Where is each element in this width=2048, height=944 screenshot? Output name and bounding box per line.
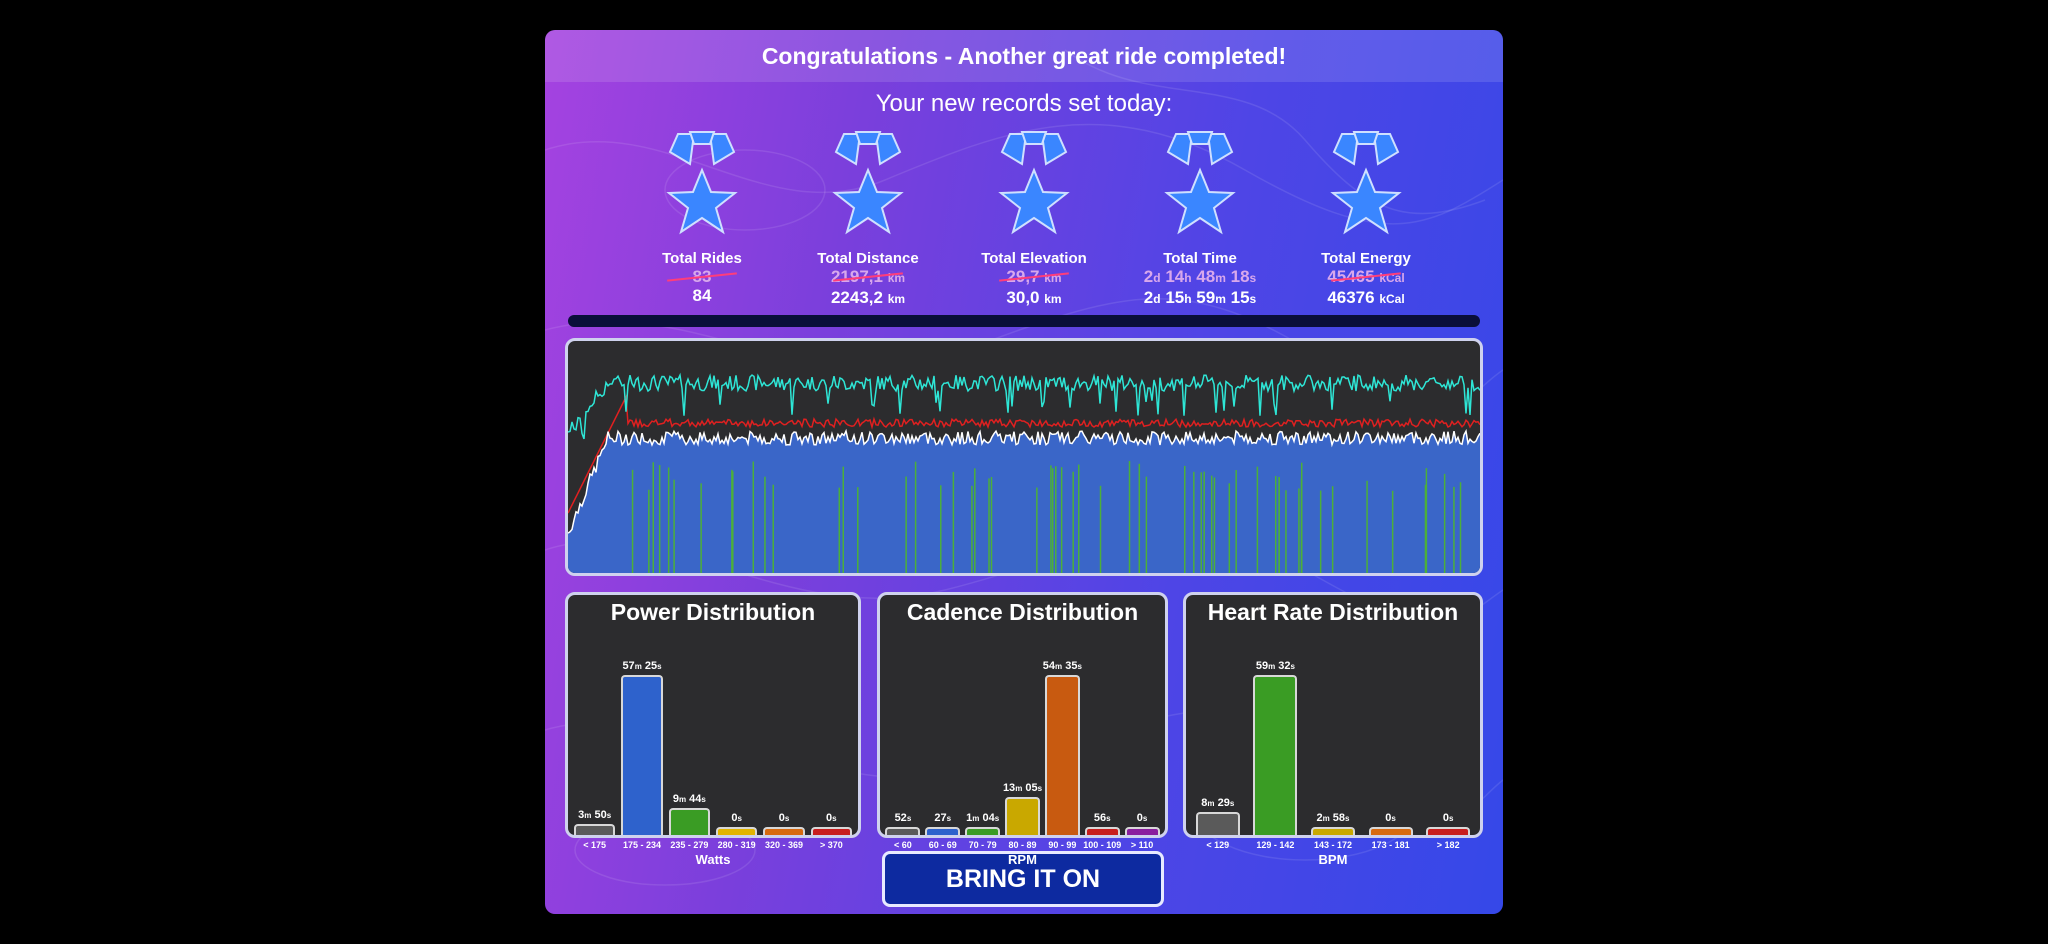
bar-value-label: 59m 32s bbox=[1255, 660, 1295, 672]
bar-value-label: 52s bbox=[894, 812, 912, 824]
bar-category-label: 235 - 279 bbox=[670, 840, 709, 850]
bar-value-label: 54m 35s bbox=[1042, 660, 1082, 672]
cadence-line bbox=[568, 372, 1480, 440]
medal-star-icon bbox=[1330, 131, 1402, 235]
ride-summary-panel: Congratulations - Another great ride com… bbox=[545, 30, 1503, 914]
bar-category-label: < 129 bbox=[1206, 840, 1230, 850]
record-label: Total Energy bbox=[1321, 250, 1411, 267]
ride-graph-plot bbox=[568, 372, 1480, 573]
record-old-value: 83 bbox=[622, 267, 782, 286]
bar-value-label: 27s bbox=[934, 812, 952, 824]
medal-star-icon bbox=[832, 131, 904, 235]
record-total-time: Total Time 2d 14h 48m 18s 2d 15h 59m 15s bbox=[1120, 130, 1280, 309]
medal-star-icon bbox=[1164, 131, 1236, 235]
bar-category-label: > 110 bbox=[1130, 840, 1154, 850]
bar-category-label: > 370 bbox=[819, 840, 843, 850]
bar-value-label: 0s bbox=[1385, 812, 1396, 824]
record-old-value: 2d 14h 48m 18s bbox=[1143, 267, 1257, 286]
bar-category-label: 100 - 109 bbox=[1083, 840, 1122, 850]
bar-value-label: 0s bbox=[826, 812, 837, 824]
record-old-value: 45465 kCal bbox=[1286, 267, 1446, 288]
distribution-bar bbox=[1426, 827, 1471, 835]
bar-value-label: 0s bbox=[1136, 812, 1148, 824]
record-new-value: 84 bbox=[692, 286, 712, 305]
record-new-value: 2d 15h 59m 15s bbox=[1143, 288, 1257, 307]
distribution-bar bbox=[573, 824, 616, 835]
distribution-bar bbox=[763, 827, 805, 835]
bar-value-label: 9m 44s bbox=[672, 792, 706, 805]
record-old-value: 2197,1 km bbox=[788, 267, 948, 288]
record-label: Total Distance bbox=[817, 250, 919, 267]
distribution-bar bbox=[1368, 827, 1413, 835]
bar-category-label: 173 - 181 bbox=[1371, 840, 1410, 850]
heart-rate-line bbox=[568, 394, 1480, 514]
records-title: Your new records set today: bbox=[875, 90, 1173, 117]
record-new-value: 30,0 km bbox=[1006, 288, 1062, 307]
distribution-bar bbox=[810, 827, 853, 835]
distribution-bar bbox=[1195, 812, 1240, 835]
cadence-distribution-panel: Cadence Distribution bbox=[877, 592, 1168, 838]
congratulations-banner: Congratulations - Another great ride com… bbox=[545, 30, 1503, 82]
bar-value-label: 0s bbox=[778, 812, 790, 824]
record-label: Total Elevation bbox=[981, 250, 1087, 267]
heart-rate-distribution-title: Heart Rate Distribution bbox=[1207, 599, 1459, 625]
record-total-energy: Total Energy 45465 kCal 46376 kCal bbox=[1286, 130, 1446, 309]
distribution-bar bbox=[1124, 827, 1160, 835]
record-old-value: 29,7 km bbox=[954, 267, 1114, 288]
distribution-bar bbox=[1004, 796, 1041, 835]
heart-rate-distribution-panel: Heart Rate Distribution bbox=[1183, 592, 1483, 838]
bar-category-label: 80 - 89 bbox=[1008, 840, 1037, 850]
record-total-distance: Total Distance 2197,1 km 2243,2 km bbox=[788, 130, 948, 309]
bar-category-label: < 60 bbox=[894, 840, 912, 850]
bar-value-label: 13m 05s bbox=[1002, 781, 1043, 794]
distribution-unit-label: Watts bbox=[695, 852, 731, 867]
record-new-value: 2243,2 km bbox=[830, 288, 906, 307]
bar-category-label: 129 - 142 bbox=[1256, 840, 1295, 850]
record-label: Total Time bbox=[1163, 250, 1237, 267]
bar-category-label: 280 - 319 bbox=[717, 840, 756, 850]
ride-graph bbox=[565, 338, 1483, 576]
distribution-bar bbox=[1044, 675, 1080, 835]
bar-category-label: > 182 bbox=[1436, 840, 1460, 850]
cadence-distribution-title: Cadence Distribution bbox=[906, 599, 1139, 625]
bar-value-label: 8m 29s bbox=[1201, 797, 1235, 810]
distribution-bar bbox=[1311, 827, 1355, 835]
bar-value-label: 3m 50s bbox=[578, 809, 612, 822]
progress-bar bbox=[568, 315, 1480, 327]
bar-category-label: 90 - 99 bbox=[1048, 840, 1077, 850]
bar-category-label: 320 - 369 bbox=[764, 840, 804, 850]
power-distribution-title: Power Distribution bbox=[610, 599, 816, 625]
medal-star-icon bbox=[666, 131, 738, 235]
record-total-rides: Total Rides 83 84 bbox=[622, 130, 782, 305]
record-label: Total Rides bbox=[662, 250, 742, 267]
bar-category-label: 70 - 79 bbox=[968, 840, 997, 850]
bring-it-on-button[interactable]: BRING IT ON bbox=[882, 851, 1164, 907]
power-line bbox=[568, 428, 1480, 534]
bar-value-label: 1m 04s bbox=[966, 812, 1000, 824]
distribution-bar bbox=[885, 827, 921, 835]
bar-value-label: 0s bbox=[1442, 812, 1454, 824]
distribution-bar bbox=[715, 827, 758, 835]
bar-value-label: 2m 58s bbox=[1316, 812, 1350, 824]
bar-category-label: 175 - 234 bbox=[622, 840, 662, 850]
bar-category-label: < 175 bbox=[583, 840, 607, 850]
distribution-bar bbox=[621, 675, 663, 835]
distribution-bar bbox=[1253, 675, 1298, 835]
medal-star-icon bbox=[998, 131, 1070, 235]
distribution-unit-label: BPM bbox=[1318, 852, 1348, 867]
distribution-bar bbox=[965, 827, 1001, 835]
record-new-value: 46376 kCal bbox=[1327, 288, 1405, 307]
record-total-elevation: Total Elevation 29,7 km 30,0 km bbox=[954, 130, 1114, 309]
bar-value-label: 56s bbox=[1093, 812, 1111, 824]
bar-category-label: 60 - 69 bbox=[928, 840, 957, 850]
power-distribution-panel: Power Distribution bbox=[565, 592, 861, 838]
distribution-bar bbox=[925, 827, 961, 835]
distribution-bar bbox=[668, 807, 711, 835]
bar-category-label: 143 - 172 bbox=[1313, 840, 1353, 850]
bar-value-label: 0s bbox=[731, 812, 742, 824]
power-area bbox=[568, 431, 1480, 573]
bar-value-label: 57m 25s bbox=[622, 660, 662, 672]
distribution-unit-label: RPM bbox=[1008, 852, 1037, 867]
distribution-bar bbox=[1084, 827, 1120, 835]
